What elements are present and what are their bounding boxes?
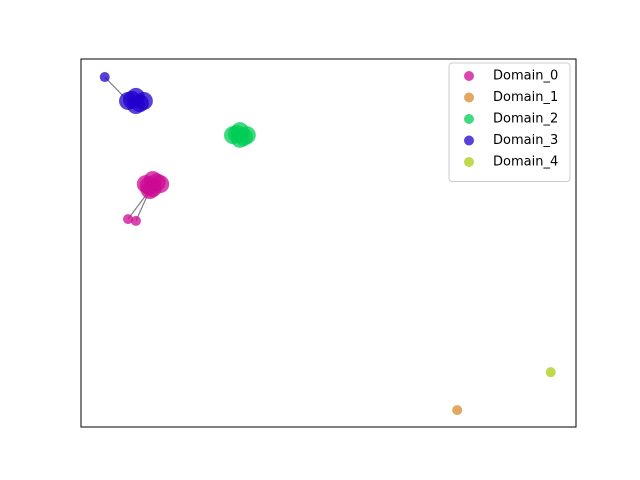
- legend-label: Domain_3: [493, 133, 558, 148]
- legend-box: [448, 62, 571, 182]
- legend-label: Domain_0: [493, 69, 558, 84]
- point: [147, 173, 166, 192]
- legend-marker: [464, 135, 474, 146]
- point: [234, 128, 253, 147]
- legend-marker: [464, 92, 474, 103]
- legend-marker: [464, 71, 474, 81]
- point: [99, 72, 110, 83]
- legend-label: Domain_1: [493, 90, 558, 105]
- point: [545, 367, 556, 378]
- point: [452, 405, 463, 416]
- point: [130, 215, 141, 226]
- point: [130, 94, 149, 113]
- legend-marker: [464, 114, 474, 124]
- legend-marker: [464, 157, 474, 167]
- legend-label: Domain_4: [493, 155, 558, 170]
- point: [123, 214, 134, 225]
- legend-label: Domain_2: [493, 112, 558, 127]
